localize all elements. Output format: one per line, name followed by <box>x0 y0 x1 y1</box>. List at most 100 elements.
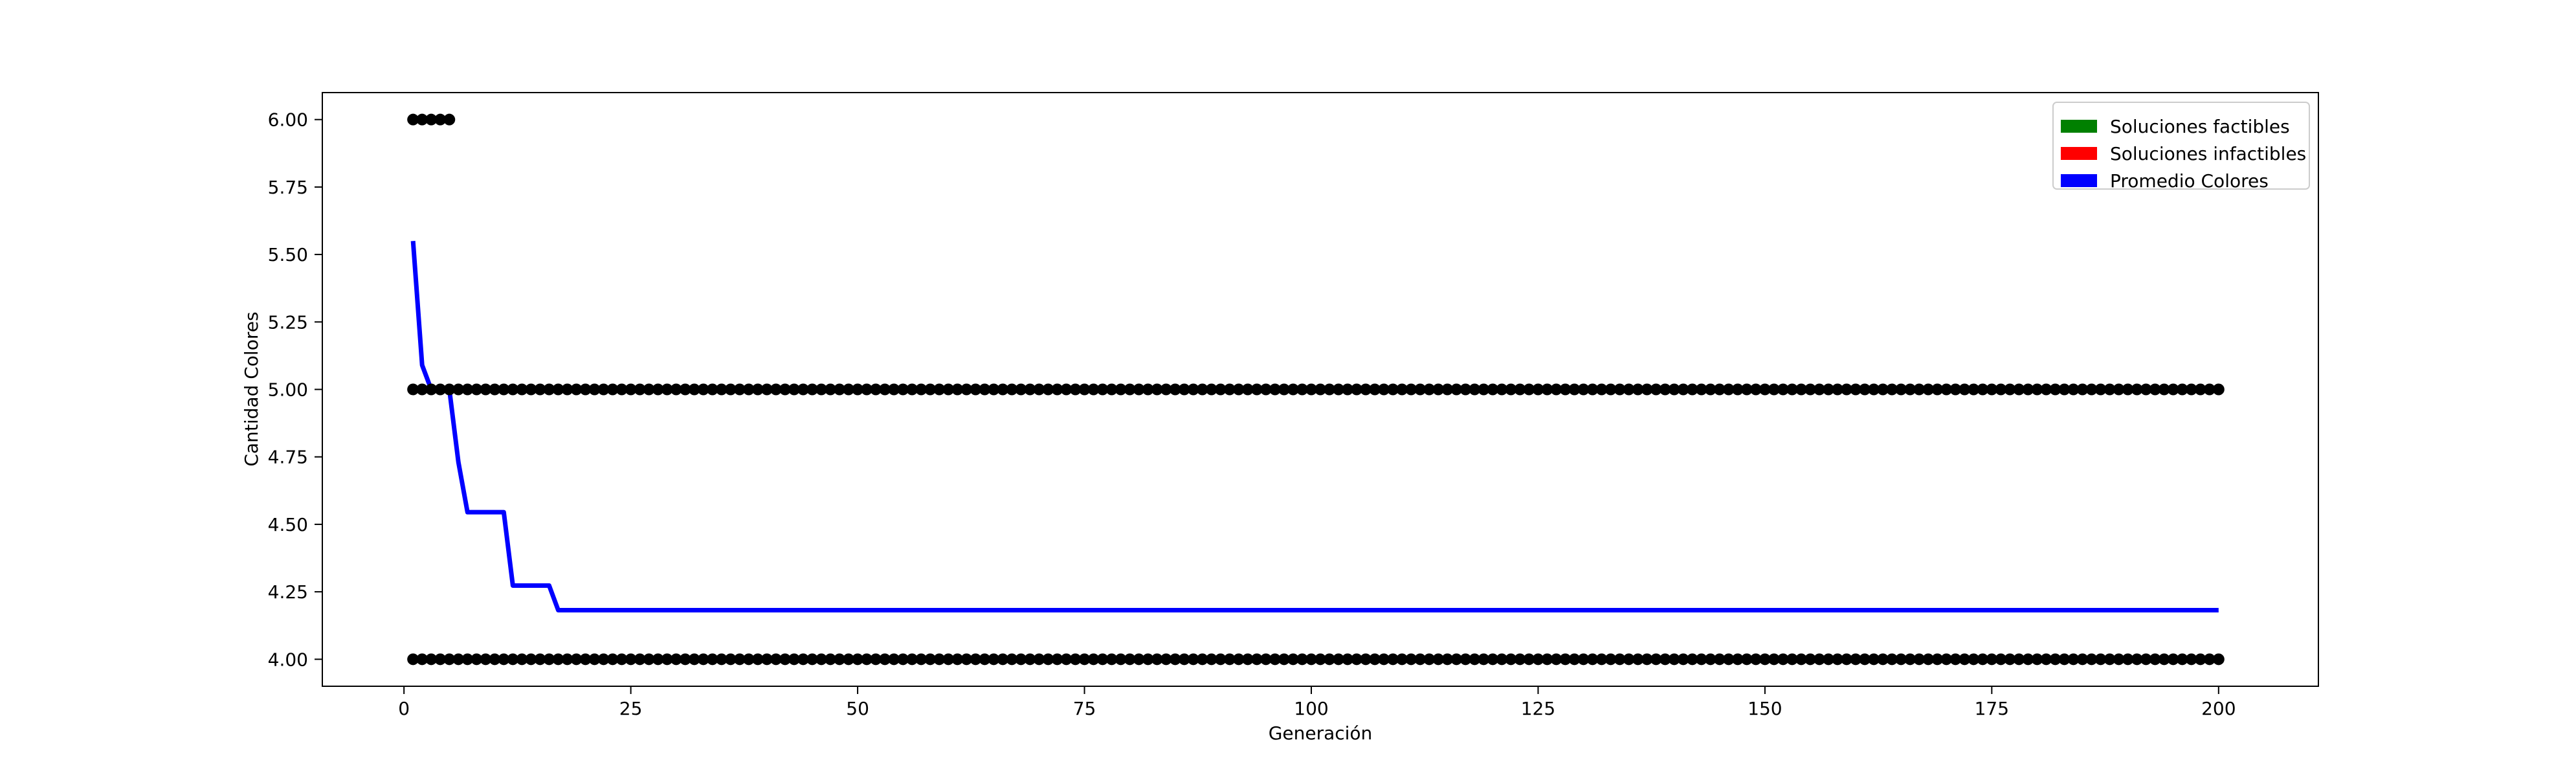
scatter-point <box>1232 383 1245 396</box>
scatter-point <box>852 383 864 396</box>
scatter-point <box>1904 383 1916 396</box>
scatter-point <box>1532 653 1544 666</box>
scatter-point <box>1886 383 1898 396</box>
scatter-point <box>1105 383 1118 396</box>
scatter-point <box>2058 383 2071 396</box>
scatter-point <box>1641 383 1653 396</box>
scatter-point <box>1623 653 1635 666</box>
scatter-point <box>1804 653 1816 666</box>
scatter-point <box>1278 653 1290 666</box>
scatter-point <box>416 383 428 396</box>
scatter-point <box>2004 383 2016 396</box>
scatter-point <box>933 383 946 396</box>
scatter-point <box>1405 653 1417 666</box>
scatter-point <box>2149 383 2161 396</box>
scatter-point <box>570 653 583 666</box>
scatter-point <box>2049 383 2061 396</box>
scatter-point <box>1487 383 1499 396</box>
scatter-point <box>951 383 964 396</box>
scatter-point <box>1078 383 1091 396</box>
scatter-point <box>706 653 718 666</box>
scatter-point <box>1731 383 1744 396</box>
scatter-point <box>1795 653 1807 666</box>
scatter-point <box>1378 383 1390 396</box>
scatter-point <box>1069 653 1082 666</box>
scatter-point <box>588 383 601 396</box>
scatter-point <box>1832 653 1844 666</box>
scatter-point <box>1287 383 1299 396</box>
scatter-point <box>570 383 583 396</box>
scatter-point <box>634 653 646 666</box>
scatter-point <box>552 383 564 396</box>
scatter-point <box>2013 653 2025 666</box>
x-tick-label: 0 <box>398 698 410 719</box>
scatter-point <box>1142 653 1154 666</box>
scatter-point <box>1614 653 1626 666</box>
scatter-point <box>2067 383 2080 396</box>
legend-box <box>2052 102 2310 190</box>
scatter-point <box>1214 653 1227 666</box>
plot-area <box>407 113 2225 666</box>
scatter-point <box>1523 383 1535 396</box>
scatter-point <box>1342 653 1354 666</box>
scatter-point <box>561 383 573 396</box>
scatter-point <box>697 383 709 396</box>
scatter-point <box>1223 653 1236 666</box>
scatter-point <box>443 113 456 126</box>
scatter-point <box>1995 383 2007 396</box>
scatter-point <box>1841 653 1853 666</box>
scatter-point <box>1060 383 1072 396</box>
x-tick-label: 125 <box>1521 698 1555 719</box>
scatter-point <box>1722 383 1735 396</box>
scatter-point <box>915 383 927 396</box>
scatter-point <box>561 653 573 666</box>
scatter-point <box>906 653 918 666</box>
scatter-point <box>1469 383 1481 396</box>
scatter-point <box>988 653 1000 666</box>
legend-entry: Promedio Colores <box>2110 170 2269 192</box>
scatter-point <box>970 653 982 666</box>
scatter-point <box>1124 383 1136 396</box>
scatter-point <box>1250 383 1263 396</box>
scatter-point <box>1514 653 1526 666</box>
scatter-point <box>770 383 782 396</box>
scatter-point <box>652 653 664 666</box>
scatter-point <box>779 383 791 396</box>
scatter-point <box>1959 653 1971 666</box>
scatter-point <box>742 653 755 666</box>
scatter-point <box>1913 653 1926 666</box>
scatter-point <box>1777 653 1789 666</box>
y-tick-label: 4.50 <box>268 514 308 535</box>
scatter-point <box>1060 653 1072 666</box>
scatter-point <box>1949 653 1962 666</box>
scatter-point <box>779 653 791 666</box>
scatter-point <box>2113 653 2125 666</box>
scatter-point <box>1414 653 1427 666</box>
scatter-point <box>1786 383 1798 396</box>
scatter-point <box>597 383 610 396</box>
scatter-point <box>1695 383 1707 396</box>
scatter-point <box>1713 383 1726 396</box>
scatter-point <box>1324 383 1336 396</box>
scatter-point <box>825 653 837 666</box>
scatter-point <box>452 653 465 666</box>
scatter-point <box>1015 383 1027 396</box>
scatter-point <box>1405 383 1417 396</box>
scatter-point <box>1759 653 1771 666</box>
scatter-point <box>1850 653 1862 666</box>
scatter-point <box>2085 383 2098 396</box>
scatter-point <box>997 383 1009 396</box>
scatter-point <box>942 383 955 396</box>
scatter-point <box>1124 653 1136 666</box>
scatter-point <box>1387 653 1399 666</box>
scatter-point <box>1995 653 2007 666</box>
scatter-point <box>1432 383 1445 396</box>
scatter-point <box>1496 653 1508 666</box>
scatter-point <box>2185 383 2197 396</box>
scatter-point <box>942 653 955 666</box>
scatter-point <box>2049 653 2061 666</box>
scatter-point <box>2031 653 2043 666</box>
scatter-point <box>2131 653 2143 666</box>
scatter-point <box>471 653 483 666</box>
scatter-point <box>1749 653 1762 666</box>
